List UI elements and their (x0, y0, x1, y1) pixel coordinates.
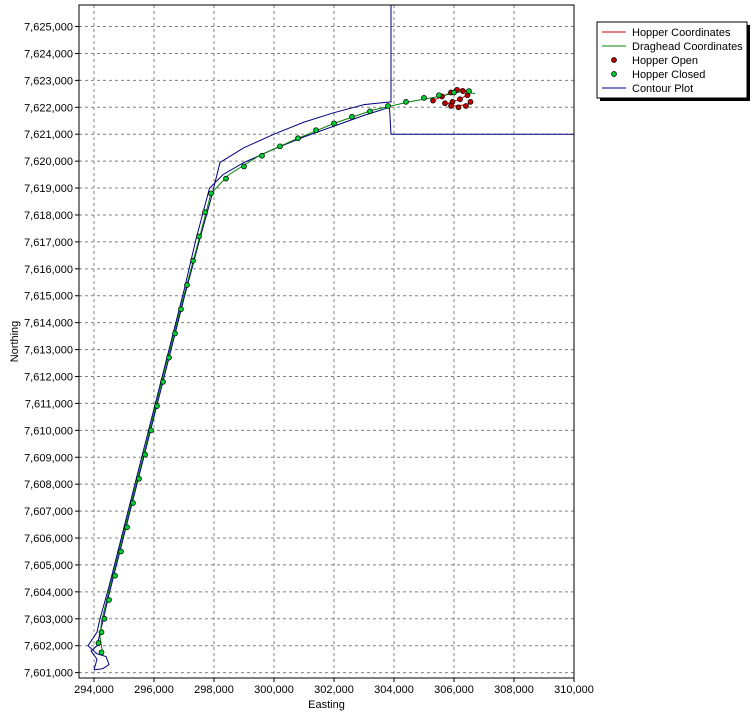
hopper-closed-marker (184, 282, 190, 288)
legend-box (596, 21, 748, 99)
y-tick-label: 7,624,000 (24, 48, 73, 60)
y-tick-label: 7,615,000 (24, 291, 73, 303)
y-tick-label: 7,604,000 (24, 587, 73, 599)
x-tick-label: 304,000 (374, 684, 414, 696)
legend-label-draghead-coordinates: Draghead Coordinates (632, 41, 743, 53)
hopper-closed-marker (259, 152, 265, 159)
y-tick-label: 7,619,000 (24, 183, 73, 195)
ticks: 294,000 296,000 298,000 300,000 302,000 304,0… (24, 22, 594, 696)
hopper-closed-marker (367, 108, 373, 115)
hopper-closed-marker (112, 572, 118, 579)
hopper-closed-marker (136, 475, 142, 482)
hopper-closed-marker (403, 99, 409, 105)
hopper-closed-marker (466, 88, 472, 94)
y-tick-label: 7,612,000 (24, 371, 73, 383)
hopper-closed-marker (148, 427, 154, 434)
hopper-closed-marker (385, 103, 391, 109)
hopper-closed-marker (421, 95, 427, 101)
hopper-closed-marker (166, 354, 172, 361)
hopper-closed-marker (223, 175, 229, 182)
legend-swatch-hopper-closed (611, 71, 617, 77)
hopper-closed-marker (202, 209, 208, 216)
y-tick-label: 7,602,000 (24, 641, 73, 653)
hopper-open-marker (457, 96, 463, 103)
x-tick-label: 310,000 (554, 684, 594, 696)
y-tick-label: 7,616,000 (24, 264, 73, 276)
hopper-open-marker (442, 100, 448, 107)
hopper-closed-marker (118, 548, 124, 555)
hopper-closed-marker (178, 306, 184, 313)
hopper-open-marker (467, 99, 474, 105)
hopper-open-marker (463, 103, 469, 109)
x-tick-label: 300,000 (254, 684, 294, 696)
plot-frame (78, 4, 575, 679)
contour-plot-line (87, 4, 575, 671)
y-tick-label: 7,625,000 (24, 22, 73, 34)
hopper-closed-marker (349, 113, 355, 120)
hopper-closed-marker (436, 92, 442, 99)
hopper-closed-marker (95, 640, 102, 646)
hopper-closed-marker (101, 615, 108, 622)
hopper-closed-marker (196, 233, 202, 240)
hopper-closed-marker (124, 524, 130, 531)
legend-swatch-hopper-open (611, 57, 617, 63)
hopper-closed-marker (154, 403, 160, 409)
y-tick-label: 7,617,000 (24, 237, 73, 249)
x-tick-label: 294,000 (74, 684, 114, 696)
series-hopper-closed (95, 88, 472, 656)
y-axis-title: Northing (9, 321, 21, 363)
hopper-closed-marker (190, 257, 196, 264)
y-tick-label: 7,620,000 (24, 156, 73, 168)
y-tick-label: 7,611,000 (25, 398, 73, 410)
x-tick-label: 308,000 (494, 684, 534, 696)
x-tick-label: 302,000 (314, 684, 354, 696)
y-tick-label: 7,622,000 (24, 102, 73, 114)
hopper-closed-marker (208, 190, 214, 197)
legend-label-hopper-coordinates: Hopper Coordinates (632, 27, 731, 39)
hopper-closed-marker (142, 451, 148, 458)
hopper-closed-marker (451, 89, 457, 96)
series-contour-plot (87, 4, 575, 671)
hopper-closed-marker (172, 330, 178, 337)
hopper-closed-marker (295, 135, 301, 142)
y-tick-label: 7,607,000 (24, 506, 73, 518)
y-tick-label: 7,614,000 (24, 318, 73, 330)
series-hopper-open (430, 86, 474, 111)
legend-label-hopper-closed: Hopper Closed (632, 69, 705, 81)
legend-label-hopper-open: Hopper Open (632, 55, 698, 67)
series-layer (87, 4, 575, 671)
y-tick-label: 7,608,000 (24, 479, 73, 491)
legend: Hopper Coordinates Draghead Coordinates Ho… (596, 21, 750, 101)
hopper-closed-marker (277, 143, 283, 150)
hopper-closed-marker (160, 379, 166, 385)
hopper-open-marker (448, 103, 454, 109)
x-tick-label: 298,000 (194, 684, 234, 696)
hopper-closed-marker (313, 127, 319, 134)
hopper-closed-marker (331, 120, 337, 127)
hopper-open-marker (460, 88, 466, 94)
y-tick-label: 7,613,000 (24, 345, 73, 357)
hopper-closed-marker (130, 500, 136, 506)
legend-label-contour-plot: Contour Plot (632, 83, 693, 95)
y-tick-label: 7,609,000 (24, 452, 73, 464)
x-tick-label: 296,000 (134, 684, 174, 696)
y-tick-label: 7,621,000 (24, 129, 73, 141)
y-tick-label: 7,606,000 (24, 533, 73, 545)
hopper-closed-marker (98, 629, 105, 636)
y-tick-label: 7,623,000 (24, 75, 73, 87)
hopper-closed-marker (98, 649, 105, 656)
x-tick-label: 306,000 (434, 684, 474, 696)
y-tick-label: 7,605,000 (24, 560, 73, 572)
hopper-closed-marker (106, 597, 112, 603)
hopper-open-marker (455, 104, 462, 111)
x-axis-title: Easting (308, 699, 345, 711)
y-tick-label: 7,603,000 (24, 614, 73, 626)
y-tick-label: 7,618,000 (24, 210, 73, 222)
hopper-closed-marker (241, 163, 247, 170)
hopper-open-marker (430, 97, 436, 104)
y-tick-label: 7,601,000 (24, 668, 73, 680)
y-tick-label: 7,610,000 (24, 425, 73, 437)
